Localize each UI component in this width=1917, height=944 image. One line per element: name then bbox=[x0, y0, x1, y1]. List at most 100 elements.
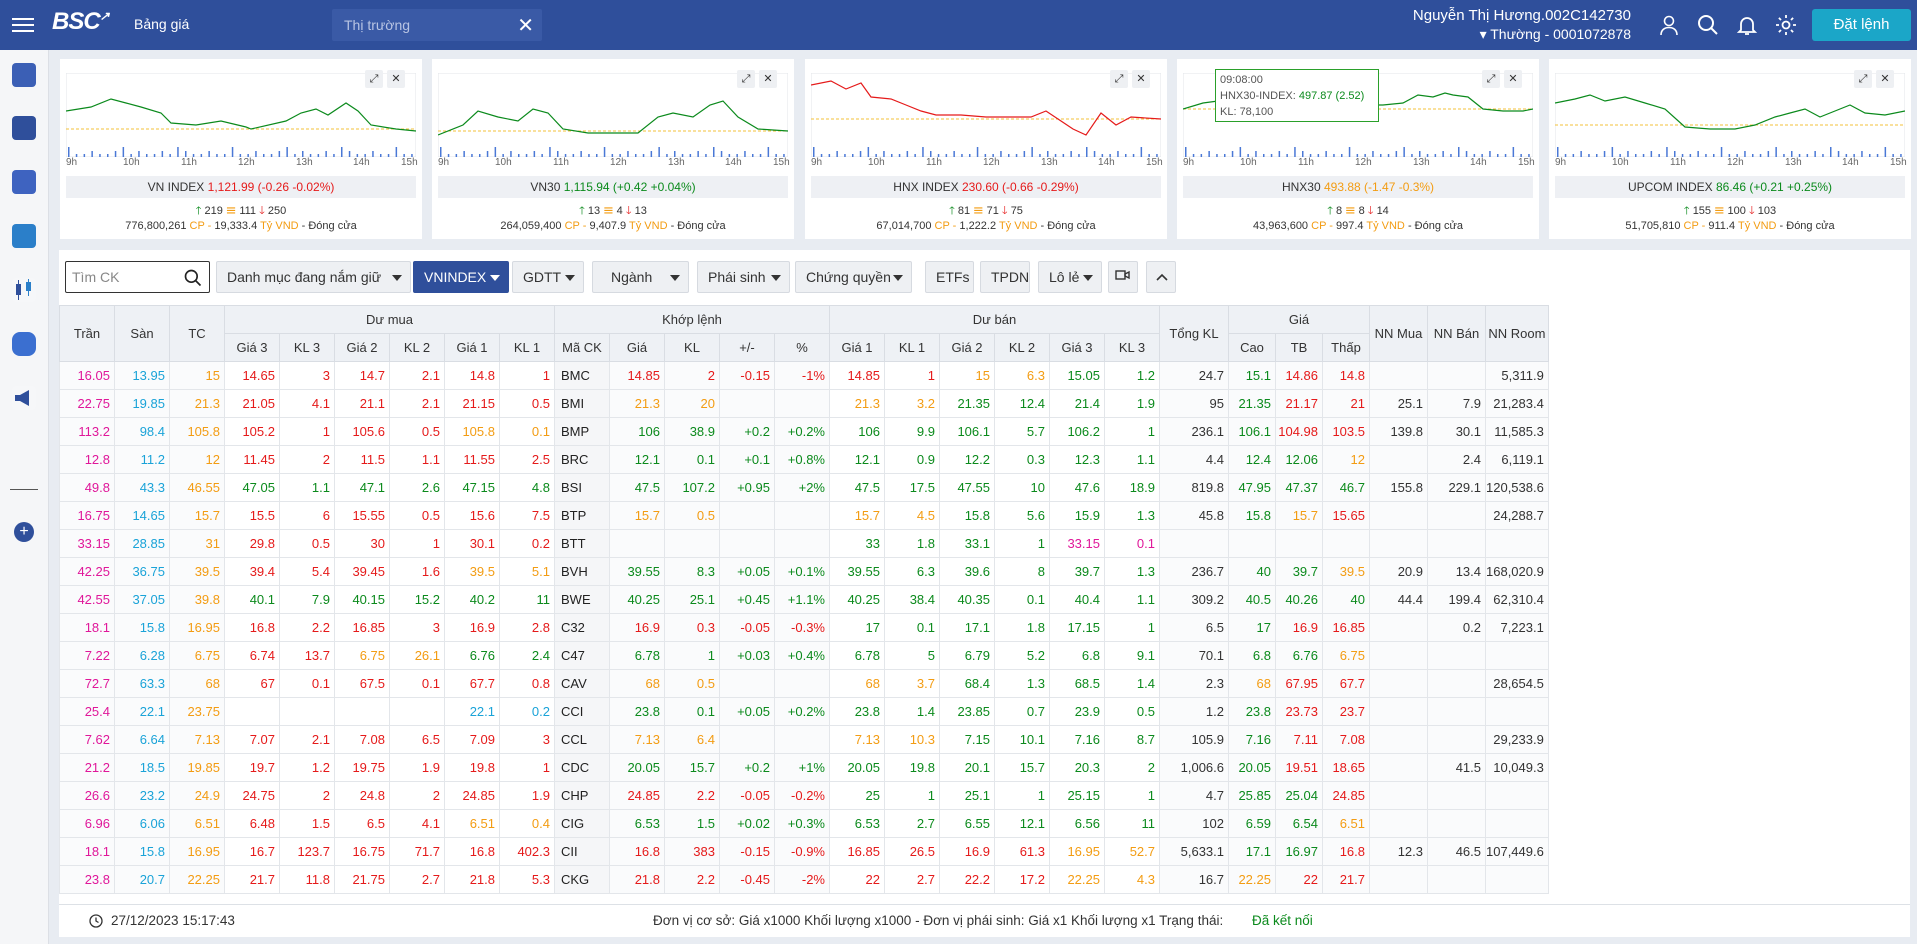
col-cao[interactable]: Cao bbox=[1228, 333, 1276, 362]
col-floor[interactable]: Sàn bbox=[114, 305, 170, 362]
index-card-1[interactable]: ⤢ ✕ 9h 10h 11h 12h 13h 14h 15h VN30 1,115.94 (… bbox=[432, 59, 794, 239]
tab-price-board[interactable]: Bảng giá bbox=[134, 16, 190, 32]
table-row[interactable]: 16.75 14.65 15.7 15.5 6 15.55 0.5 15.6 7.5 BTP 15.… bbox=[59, 501, 1549, 530]
close-icon[interactable]: ✕ bbox=[1876, 70, 1894, 88]
stock-symbol[interactable]: CCI bbox=[554, 697, 610, 726]
edit-order-icon[interactable] bbox=[12, 63, 36, 87]
stock-symbol[interactable]: CAV bbox=[554, 669, 610, 698]
index-card-2[interactable]: ⤢ ✕ 9h 10h 11h 12h 13h 14h 15h HNX INDEX 230.6… bbox=[805, 59, 1167, 239]
portfolio-dropdown[interactable]: Danh mục đang nắm giữ bbox=[216, 261, 411, 293]
table-row[interactable]: 7.22 6.28 6.75 6.74 13.7 6.75 26.1 6.76 2.4 C47 6.… bbox=[59, 641, 1549, 670]
stock-symbol[interactable]: CII bbox=[554, 837, 610, 866]
stock-symbol[interactable]: C32 bbox=[554, 613, 610, 642]
col-gi-3[interactable]: Giá 3 bbox=[1049, 333, 1105, 362]
col-kl-2[interactable]: KL 2 bbox=[389, 333, 445, 362]
vnindex-dropdown[interactable]: VNINDEX bbox=[413, 261, 509, 293]
col-kl-3[interactable]: KL 3 bbox=[1104, 333, 1160, 362]
gdtt-dropdown[interactable]: GDTT bbox=[512, 261, 584, 293]
tpdn-button[interactable]: TPDN bbox=[980, 261, 1030, 293]
plus-box-icon[interactable] bbox=[12, 224, 36, 248]
user-icon[interactable] bbox=[1657, 13, 1681, 37]
chart-icon[interactable] bbox=[12, 116, 36, 140]
chevron-down-icon[interactable]: ▾ bbox=[1479, 26, 1491, 42]
tab-market[interactable]: Thị trường ✕ bbox=[332, 9, 542, 41]
stock-symbol[interactable]: CCL bbox=[554, 725, 610, 754]
menu-icon[interactable] bbox=[12, 14, 34, 36]
table-row[interactable]: 42.25 36.75 39.5 39.4 5.4 39.45 1.6 39.5 5.1 BVH 3… bbox=[59, 557, 1549, 586]
intraday-chart[interactable] bbox=[438, 73, 788, 157]
col-kl-2[interactable]: KL 2 bbox=[994, 333, 1050, 362]
col-m-ck[interactable]: Mã CK bbox=[554, 333, 610, 362]
chat-icon[interactable] bbox=[12, 332, 36, 356]
col-gi-1[interactable]: Giá 1 bbox=[444, 333, 500, 362]
table-row[interactable]: 26.6 23.2 24.9 24.75 2 24.8 2 24.85 1.9 CHP 24.85 2… bbox=[59, 781, 1549, 810]
close-icon[interactable]: ✕ bbox=[387, 70, 405, 88]
close-icon[interactable]: ✕ bbox=[759, 70, 777, 88]
intraday-chart[interactable] bbox=[811, 73, 1161, 157]
table-row[interactable]: 25.4 22.1 23.75 22.1 0.2 CCI 23.8 0.1 +0.05 +0.2%… bbox=[59, 697, 1549, 726]
video-button[interactable] bbox=[1108, 261, 1138, 293]
col-foreign-sell[interactable]: NN Bán bbox=[1427, 305, 1486, 362]
intraday-chart[interactable] bbox=[66, 73, 416, 157]
expand-icon[interactable]: ⤢ bbox=[737, 70, 755, 88]
close-icon[interactable]: ✕ bbox=[1504, 70, 1522, 88]
etfs-button[interactable]: ETFs bbox=[925, 261, 974, 293]
stock-symbol[interactable]: CDC bbox=[554, 753, 610, 782]
table-row[interactable]: 21.2 18.5 19.85 19.7 1.2 19.75 1.9 19.8 1 CDC 20.0… bbox=[59, 753, 1549, 782]
megaphone-icon[interactable] bbox=[12, 386, 36, 410]
table-row[interactable]: 18.1 15.8 16.95 16.8 2.2 16.85 3 16.9 2.8 C32 16.9… bbox=[59, 613, 1549, 642]
stock-symbol[interactable]: C47 bbox=[554, 641, 610, 670]
search-icon[interactable] bbox=[1696, 13, 1720, 37]
col-gi-2[interactable]: Giá 2 bbox=[939, 333, 995, 362]
warrants-dropdown[interactable]: Chứng quyền bbox=[795, 261, 912, 293]
table-row[interactable]: 18.1 15.8 16.95 16.7 123.7 16.75 71.7 16.8 402.3… bbox=[59, 837, 1549, 866]
col-kl-1[interactable]: KL 1 bbox=[499, 333, 555, 362]
industry-dropdown[interactable]: Ngành bbox=[592, 261, 689, 293]
col-total-volume[interactable]: Tổng KL bbox=[1159, 305, 1229, 362]
stock-symbol[interactable]: BVH bbox=[554, 557, 610, 586]
col-ceiling[interactable]: Trần bbox=[59, 305, 115, 362]
collapse-button[interactable] bbox=[1146, 261, 1176, 293]
table-row[interactable]: 72.7 63.3 68 67 0.1 67.5 0.1 67.7 0.8 CAV 68 0.5 68 3… bbox=[59, 669, 1549, 698]
stock-symbol[interactable]: BSI bbox=[554, 473, 610, 502]
col-reference[interactable]: TC bbox=[169, 305, 225, 362]
search-icon[interactable] bbox=[183, 268, 203, 288]
table-row[interactable]: 23.8 20.7 22.25 21.7 11.8 21.75 2.7 21.8 5.3 CKG 2… bbox=[59, 865, 1549, 894]
stock-symbol[interactable]: BMP bbox=[554, 417, 610, 446]
index-card-0[interactable]: ⤢ ✕ 9h 10h 11h 12h 13h 14h 15h VN INDEX 1,121.… bbox=[60, 59, 422, 239]
stock-symbol[interactable]: CHP bbox=[554, 781, 610, 810]
candlestick-icon[interactable] bbox=[12, 278, 36, 302]
col--[interactable]: % bbox=[774, 333, 830, 362]
col-gi-1[interactable]: Giá 1 bbox=[829, 333, 885, 362]
add-icon[interactable]: + bbox=[14, 522, 34, 542]
stock-symbol[interactable]: BMC bbox=[554, 361, 610, 390]
expand-icon[interactable]: ⤢ bbox=[1110, 70, 1128, 88]
gear-icon[interactable] bbox=[1774, 13, 1798, 37]
place-order-button[interactable]: Đặt lệnh bbox=[1812, 9, 1911, 41]
col-tb[interactable]: TB bbox=[1275, 333, 1323, 362]
col-gi-3[interactable]: Giá 3 bbox=[224, 333, 280, 362]
stock-symbol[interactable]: BTP bbox=[554, 501, 610, 530]
table-row[interactable]: 7.62 6.64 7.13 7.07 2.1 7.08 6.5 7.09 3 CCL 7.13 6.… bbox=[59, 725, 1549, 754]
table-row[interactable]: 49.8 43.3 46.55 47.05 1.1 47.1 2.6 47.15 4.8 BSI 4… bbox=[59, 473, 1549, 502]
table-row[interactable]: 6.96 6.06 6.51 6.48 1.5 6.5 4.1 6.51 0.4 CIG 6.53 1… bbox=[59, 809, 1549, 838]
bell-icon[interactable] bbox=[1735, 13, 1759, 37]
col--[interactable]: +/- bbox=[719, 333, 775, 362]
stock-symbol[interactable]: CIG bbox=[554, 809, 610, 838]
bsc-logo[interactable]: BSC↗ bbox=[52, 8, 110, 35]
derivatives-dropdown[interactable]: Phái sinh bbox=[697, 261, 790, 293]
table-row[interactable]: 33.15 28.85 31 29.8 0.5 30 1 30.1 0.2 BTT 33 1.8 33.… bbox=[59, 529, 1549, 558]
stock-symbol[interactable]: BMI bbox=[554, 389, 610, 418]
expand-icon[interactable]: ⤢ bbox=[365, 70, 383, 88]
stock-symbol[interactable]: BRC bbox=[554, 445, 610, 474]
col-th-p[interactable]: Thấp bbox=[1322, 333, 1370, 362]
table-row[interactable]: 42.55 37.05 39.8 40.1 7.9 40.15 15.2 40.2 11 BWE 4… bbox=[59, 585, 1549, 614]
index-card-4[interactable]: ⤢ ✕ 9h 10h 11h 12h 13h 14h 15h UPCOM INDEX 86.… bbox=[1549, 59, 1911, 239]
col-kl[interactable]: KL bbox=[664, 333, 720, 362]
intraday-chart[interactable] bbox=[1555, 73, 1905, 157]
wallet-icon[interactable] bbox=[12, 170, 36, 194]
stock-search-input[interactable]: Tìm CK bbox=[65, 261, 210, 293]
col-gi-2[interactable]: Giá 2 bbox=[334, 333, 390, 362]
col-foreign-buy[interactable]: NN Mua bbox=[1369, 305, 1428, 362]
close-icon[interactable]: ✕ bbox=[1132, 70, 1150, 88]
